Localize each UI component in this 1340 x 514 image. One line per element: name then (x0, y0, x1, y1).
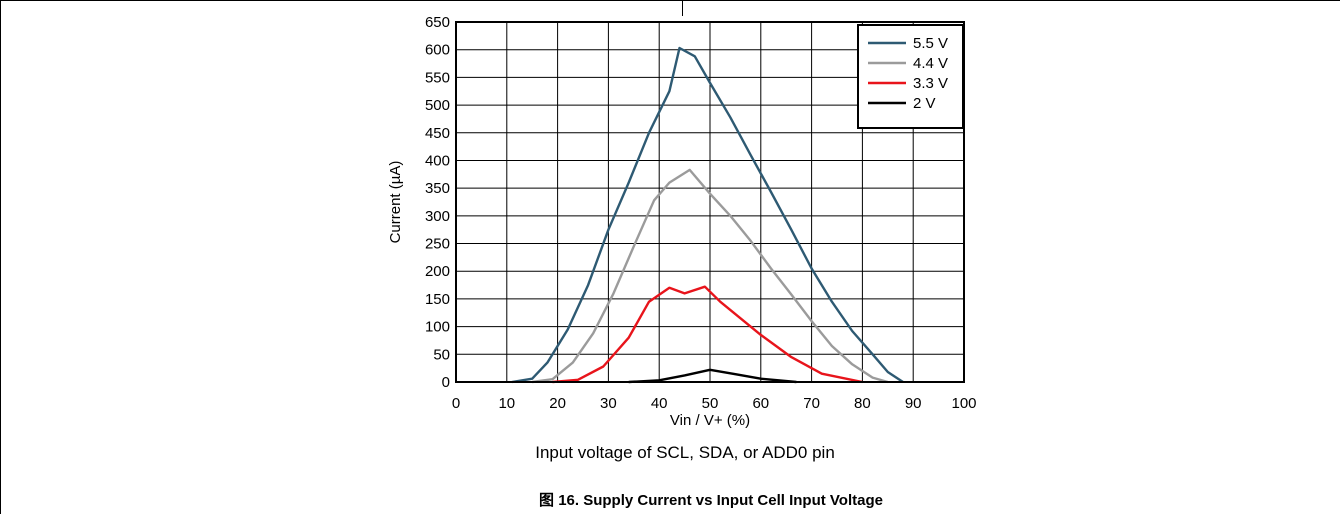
y-tick-label: 300 (425, 208, 450, 225)
series-layer (511, 46, 904, 384)
y-tick-label: 650 (425, 14, 450, 31)
frame-top-border (0, 0, 1340, 1)
chart-note: Input voltage of SCL, SDA, or ADD0 pin (535, 443, 835, 462)
y-tick-label: 550 (425, 69, 450, 86)
legend-label: 5.5 V (913, 35, 948, 52)
x-tick-label: 70 (803, 395, 820, 412)
x-tick-label: 60 (752, 395, 769, 412)
x-tick-label: 100 (951, 395, 976, 412)
series-line-4-4V (532, 168, 889, 384)
x-tick-label: 30 (600, 395, 617, 412)
y-tick-label: 250 (425, 236, 450, 253)
y-tick-label: 500 (425, 97, 450, 114)
y-tick-label: 350 (425, 180, 450, 197)
series-line-3-3V (552, 285, 863, 384)
y-tick-label: 50 (433, 346, 450, 363)
x-tick-label: 20 (549, 395, 566, 412)
series-line-5-5V (511, 46, 904, 384)
y-axis-label: Current (µA) (387, 161, 404, 244)
y-tick-label: 0 (442, 374, 450, 391)
x-tick-label: 90 (905, 395, 922, 412)
legend-box (857, 24, 964, 129)
y-tick-label: 400 (425, 152, 450, 169)
figure-caption: 图 16. Supply Current vs Input Cell Input… (539, 492, 883, 509)
x-tick-label: 40 (651, 395, 668, 412)
tick-labels: 0 10 20 30 40 50 60 70 80 90 100 0 50 100 150 200 250 300… (425, 14, 977, 412)
series-line-2V (628, 368, 797, 384)
y-tick-label: 200 (425, 263, 450, 280)
x-axis-label: Vin / V+ (%) (670, 412, 750, 429)
y-tick-label: 150 (425, 291, 450, 308)
plot-area-border (455, 21, 965, 383)
legend-label: 4.4 V (913, 55, 948, 72)
legend-label: 3.3 V (913, 75, 948, 92)
legend: 5.5 V 4.4 V 3.3 V 2 V (857, 24, 964, 129)
x-tick-label: 10 (498, 395, 515, 412)
legend-label: 2 V (913, 95, 936, 112)
x-tick-label: 0 (452, 395, 460, 412)
x-tick-label: 50 (702, 395, 719, 412)
y-tick-label: 450 (425, 125, 450, 142)
y-tick-label: 600 (425, 42, 450, 59)
y-tick-label: 100 (425, 319, 450, 336)
frame-left-border (0, 0, 1, 514)
x-tick-label: 80 (854, 395, 871, 412)
frame-divider (682, 0, 683, 16)
